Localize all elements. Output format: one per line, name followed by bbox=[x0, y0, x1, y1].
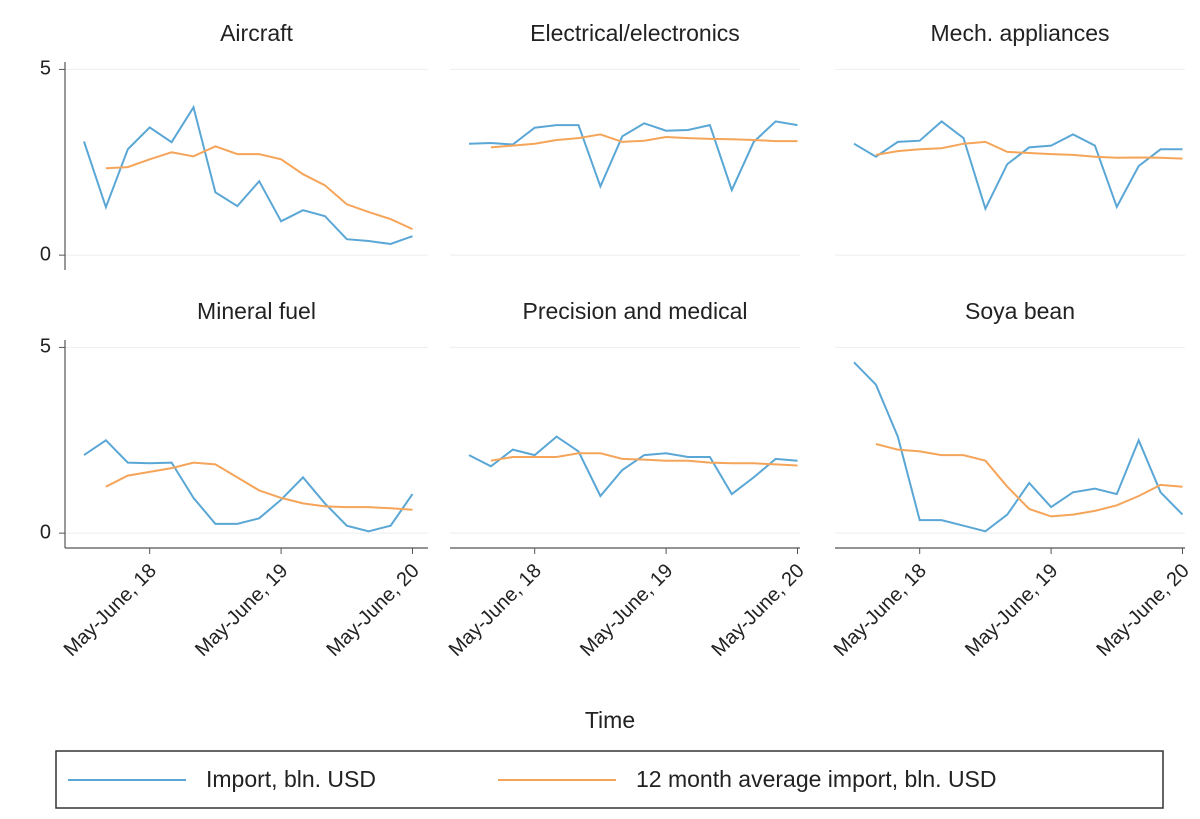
y-tick-label: 5 bbox=[40, 336, 51, 358]
series-line bbox=[105, 461, 413, 511]
y-tick-label: 5 bbox=[40, 58, 51, 80]
x-tick-label: May-June, 20 bbox=[708, 560, 809, 661]
series-line bbox=[83, 104, 413, 246]
x-tick-label: May-June, 19 bbox=[576, 560, 677, 661]
panel-title: Aircraft bbox=[220, 20, 293, 46]
series-line bbox=[468, 120, 798, 193]
x-tick-label: May-June, 20 bbox=[323, 560, 424, 661]
legend-label: Import, bln. USD bbox=[206, 766, 376, 792]
series-line bbox=[490, 452, 798, 467]
panel-title: Precision and medical bbox=[522, 298, 747, 324]
series-line bbox=[105, 145, 413, 231]
series-line bbox=[853, 120, 1183, 212]
y-tick-label: 0 bbox=[40, 521, 51, 543]
panel-title: Mech. appliances bbox=[931, 20, 1110, 46]
panel-title: Mineral fuel bbox=[197, 298, 316, 324]
x-tick-label: May-June, 18 bbox=[445, 560, 546, 661]
panel-title: Electrical/electronics bbox=[530, 20, 740, 46]
x-tick-label: May-June, 18 bbox=[60, 560, 161, 661]
panel-title: Soya bean bbox=[965, 298, 1075, 324]
legend-label: 12 month average import, bln. USD bbox=[636, 766, 997, 792]
series-line bbox=[853, 361, 1184, 533]
x-tick-label: May-June, 19 bbox=[191, 560, 292, 661]
series-line bbox=[875, 443, 1183, 518]
x-tick-label: May-June, 18 bbox=[830, 560, 931, 661]
y-tick-label: 0 bbox=[40, 243, 51, 265]
series-line bbox=[83, 439, 414, 533]
legend-box bbox=[55, 750, 1164, 809]
x-tick-label: May-June, 19 bbox=[961, 560, 1062, 661]
series-line bbox=[468, 435, 798, 498]
x-tick-label: May-June, 20 bbox=[1093, 560, 1194, 661]
x-axis-label: Time bbox=[585, 707, 635, 733]
series-line bbox=[490, 133, 798, 149]
series-line bbox=[875, 140, 1183, 160]
